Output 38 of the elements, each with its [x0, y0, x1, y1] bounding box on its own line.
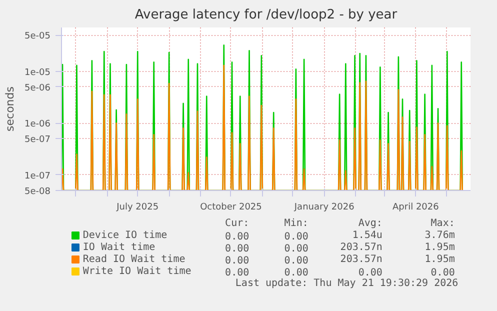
text: Last update: Thu May 21 19:30:29 2026 — [235, 278, 458, 289]
text: 1.54u — [352, 230, 382, 241]
text: 0.00 — [284, 244, 308, 254]
x-tick-label: October 2025 — [200, 202, 262, 212]
y-axis-title: seconds — [4, 86, 17, 132]
text: 0.00 — [430, 268, 455, 278]
x-tick-label: July 2025 — [116, 202, 159, 212]
chart-title: Average latency for /dev/loop2 - by year — [134, 8, 398, 22]
text: Min: — [284, 218, 308, 229]
text: Avg: — [358, 218, 382, 229]
text: 1.95m — [424, 254, 455, 265]
y-tick-label: 5e-05 — [24, 32, 51, 42]
y-tick-label: 1e-06 — [24, 120, 51, 130]
y-tick-label: 1e-07 — [24, 171, 51, 182]
text: 0.00 — [225, 232, 250, 242]
y-tick-label: 5e-06 — [24, 83, 51, 94]
legend-label: Read IO Wait time — [82, 254, 186, 265]
legend-label: IO Wait time — [82, 242, 156, 253]
text: 1.95m — [424, 242, 455, 253]
text: Cur: — [225, 218, 250, 229]
text: 0.00 — [284, 232, 308, 242]
text: 0.00 — [358, 268, 382, 278]
legend-label: Write IO Wait time — [82, 266, 192, 277]
legend-label: Device IO time — [82, 230, 168, 241]
text: 0.00 — [225, 244, 250, 254]
x-tick-label: January 2026 — [293, 202, 355, 212]
text: 0.00 — [284, 256, 308, 266]
text: 0.00 — [225, 256, 250, 266]
x-tick-label: April 2026 — [392, 202, 440, 212]
text: 0.00 — [284, 268, 308, 278]
text: 3.76m — [424, 230, 455, 241]
text: Max: — [430, 218, 455, 229]
y-tick-label: 1e-05 — [24, 68, 51, 78]
y-tick-label: 5e-08 — [24, 187, 51, 197]
y-tick-label: 5e-07 — [24, 135, 51, 146]
text: 0.00 — [225, 268, 250, 278]
text: 203.57n — [340, 242, 382, 253]
text: 203.57n — [340, 254, 382, 265]
